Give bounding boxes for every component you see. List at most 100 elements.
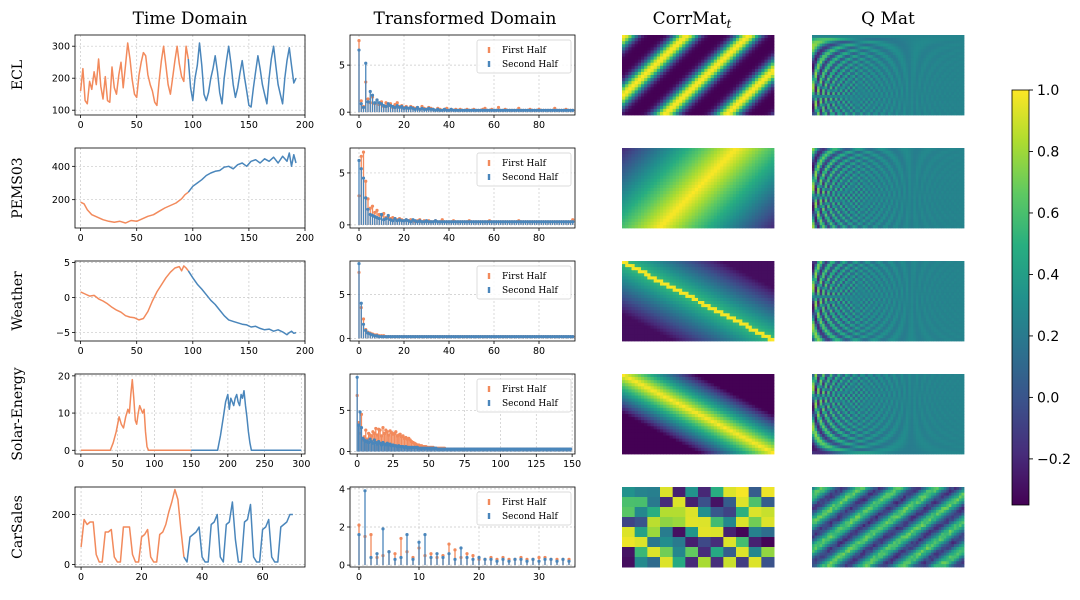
corrmat-cell	[669, 35, 674, 39]
qmat-cell	[926, 60, 929, 64]
qmat-cell	[819, 75, 823, 79]
qmat-cell	[839, 35, 843, 39]
qmat-cell	[923, 95, 927, 99]
corrmat-cell	[758, 206, 762, 210]
qmat-cell	[903, 106, 907, 110]
corrmat-cell	[701, 163, 705, 167]
corrmat-cell	[742, 75, 746, 79]
qmat-cell	[943, 55, 947, 59]
qmat-cell	[880, 60, 884, 64]
qmat-cell	[842, 86, 846, 90]
corrmat-cell	[675, 194, 680, 198]
corrmat-cell	[729, 203, 734, 207]
corrmat-cell	[720, 81, 724, 85]
stem-marker	[496, 108, 501, 112]
corrmat-cell	[701, 65, 705, 70]
corrmat-cell	[685, 154, 689, 158]
qmat-cell	[926, 49, 929, 53]
qmat-cell	[882, 109, 886, 113]
qmat-cell	[913, 35, 917, 39]
qmat-cell	[958, 77, 962, 82]
qmat-cell	[847, 92, 851, 96]
qmat-cell	[888, 75, 891, 79]
qmat-cell	[898, 80, 902, 84]
qmat-cell	[850, 60, 853, 64]
time-series-line-second-half	[187, 152, 297, 193]
corrmat-cell	[698, 154, 702, 158]
corrmat-cell	[628, 99, 632, 104]
corrmat-cell	[641, 151, 645, 155]
corrmat-cell	[729, 81, 734, 85]
corrmat-cell	[644, 71, 648, 76]
qmat-cell	[885, 40, 889, 44]
qmat-cell	[933, 63, 937, 67]
qmat-cell	[850, 72, 853, 76]
qmat-cell	[926, 95, 929, 99]
qmat-cell	[948, 55, 952, 59]
corrmat-cell	[675, 166, 680, 170]
corrmat-cell	[644, 154, 648, 158]
qmat-cell	[908, 52, 912, 56]
corrmat-cell	[647, 148, 651, 152]
qmat-cell	[926, 72, 929, 76]
qmat-cell	[936, 109, 940, 113]
qmat-cell	[824, 57, 828, 62]
corrmat-cell	[742, 81, 746, 85]
qmat-cell	[946, 80, 950, 84]
qmat-cell	[956, 46, 960, 50]
corrmat-cell	[663, 175, 667, 180]
corrmat-cell	[679, 84, 683, 88]
qmat-cell	[875, 103, 879, 107]
corrmat-cell	[755, 169, 759, 174]
qmat-cell	[875, 63, 879, 67]
corrmat-cell	[767, 41, 772, 45]
corrmat-cell	[717, 78, 721, 82]
qmat-cell	[814, 66, 818, 70]
y-tick-label: 200	[52, 195, 70, 206]
stem-marker	[366, 207, 370, 211]
qmat-cell	[918, 103, 922, 107]
corrmat-cell	[723, 203, 727, 207]
stem-marker	[485, 108, 489, 112]
corrmat-cell	[698, 47, 702, 51]
qmat-cell	[852, 55, 856, 59]
corrmat-cell	[682, 68, 686, 73]
corrmat-cell	[666, 47, 670, 51]
corrmat-cell	[767, 35, 772, 39]
corrmat-cell	[726, 218, 731, 223]
corrmat-cell	[745, 197, 750, 201]
qmat-cell	[913, 95, 917, 99]
corrmat-cell	[736, 194, 740, 198]
corrmat-cell	[675, 53, 680, 57]
qmat-cell	[844, 103, 848, 107]
qmat-cell	[847, 55, 851, 59]
corrmat-cell	[644, 75, 648, 79]
corrmat-cell	[710, 56, 715, 61]
qmat-cell	[918, 35, 922, 39]
qmat-cell	[938, 72, 942, 76]
qmat-cell	[822, 77, 826, 82]
corrmat-cell	[691, 59, 696, 64]
corrmat-cell	[704, 111, 708, 116]
corrmat-cell	[726, 35, 731, 39]
corrmat-cell	[698, 212, 702, 217]
qmat-cell	[923, 40, 927, 44]
corrmat-cell	[723, 53, 727, 57]
corrmat-cell	[748, 163, 753, 167]
corrmat-cell	[647, 81, 651, 85]
corrmat-cell	[688, 75, 693, 79]
qmat-cell	[885, 77, 889, 82]
corrmat-cell	[634, 87, 639, 91]
qmat-cell	[951, 52, 955, 56]
corrmat-cell	[682, 178, 686, 183]
corrmat-cell	[622, 96, 626, 101]
corrmat-cell	[770, 154, 775, 158]
qmat-cell	[936, 40, 940, 44]
qmat-cell	[893, 35, 896, 39]
corrmat-cell	[637, 111, 642, 116]
qmat-cell	[900, 86, 904, 90]
qmat-cell	[910, 112, 914, 116]
qmat-cell	[928, 106, 932, 110]
qmat-cell	[913, 55, 917, 59]
corrmat-cell	[679, 81, 683, 85]
